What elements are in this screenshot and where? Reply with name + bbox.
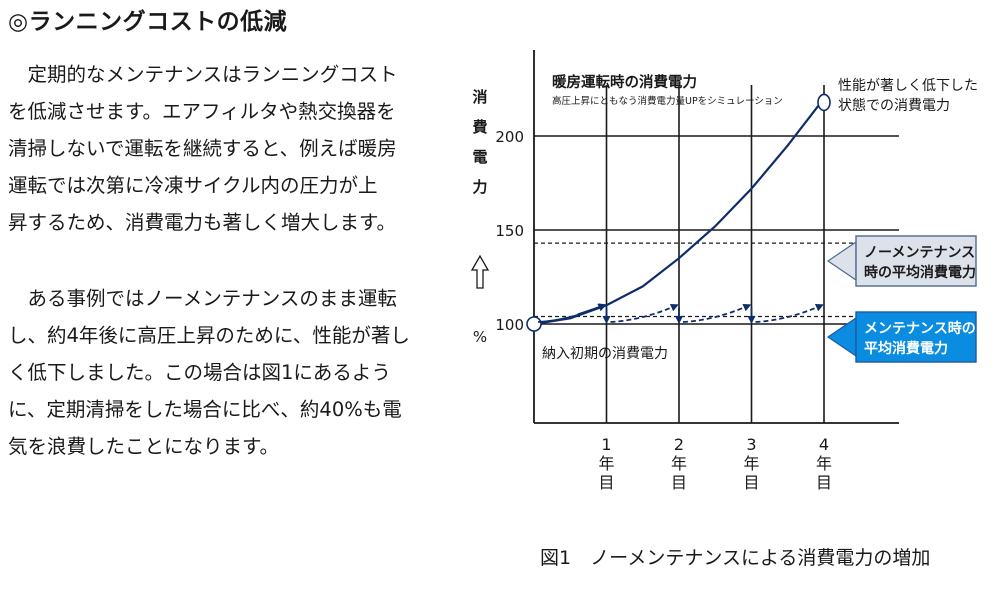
paragraph-line: 気を浪費したことになります。	[8, 435, 280, 458]
y-unit-label: %	[473, 328, 487, 346]
x-tick-label: 年	[743, 454, 759, 473]
y-axis-label-char: 電	[472, 148, 487, 166]
x-tick-label: 年	[671, 454, 687, 473]
x-tick-label: 3	[746, 435, 756, 454]
paragraph-line: し、約4年後に高圧上昇のために、性能が著し	[8, 324, 410, 347]
figure-caption: 図1 ノーメンテナンスによる消費電力の増加	[540, 547, 931, 569]
reference-line-label: 時の平均消費電力	[864, 264, 976, 281]
maintenance-segment-arrow	[610, 303, 679, 323]
annotation-degraded-power: 状態での消費電力	[838, 98, 950, 114]
maintenance-segment-arrow	[755, 303, 824, 323]
maintenance-label-box	[855, 311, 977, 363]
paragraph-line: 昇するため、消費電力も著しく増大します。	[8, 211, 397, 234]
x-tick-label: 目	[598, 473, 614, 492]
paragraph-line: 運転では次第に冷凍サイクル内の圧力が上	[8, 174, 378, 197]
reference-line-label: メンテナンス時の	[864, 320, 976, 337]
no-maintenance-pointer-icon	[826, 240, 857, 282]
x-tick-label: 目	[671, 473, 687, 492]
up-arrow-icon	[470, 254, 490, 289]
annotation-degraded-power: 性能が著しく低下した	[838, 78, 978, 94]
paragraph-line: 清掃しないで運転を継続すると、例えば暖房	[8, 137, 397, 160]
x-tick-label: 年	[598, 454, 614, 473]
section-title: ◎ランニングコストの低減	[8, 9, 288, 35]
y-axis-label-char: 消	[472, 88, 487, 106]
paragraph-2: ある事例ではノーメンテナンスのまま運転 し、約4年後に高圧上昇のために、性能が著…	[8, 280, 418, 465]
x-tick-label: 目	[816, 473, 832, 492]
x-tick-label: 年	[816, 454, 832, 473]
annotation-initial-power: 納入初期の消費電力	[542, 345, 668, 362]
reference-line-label: ノーメンテナンス	[864, 245, 975, 261]
maintenance-segment-arrow	[537, 303, 607, 323]
paragraph-line: に、定期清掃をした場合に比べ、約40%も電	[8, 398, 402, 421]
y-tick-label: 200	[495, 128, 524, 146]
maintenance-segment-arrow	[682, 303, 752, 323]
x-tick-label: 目	[743, 473, 759, 492]
paragraph-line: 定期的なメンテナンスはランニングコスト	[8, 63, 398, 86]
y-axis-label-char: 力	[472, 178, 487, 196]
power-consumption-chart: 100150200消費電力%1年目2年目3年目4年目暖房運転時の消費電力高圧上昇…	[470, 50, 978, 492]
paragraph-1: 定期的なメンテナンスはランニングコスト を低減させます。エアフィルタや熱交換器を…	[8, 56, 418, 241]
y-tick-label: 150	[495, 222, 524, 240]
y-axis-label-char: 費	[472, 118, 487, 136]
paragraph-line: ある事例ではノーメンテナンスのまま運転	[8, 287, 397, 310]
chart-subtitle: 高圧上昇にともなう消費電力量UPをシミュレーション	[552, 95, 783, 107]
paragraph-line: く低下しました。この場合は図1にあるよう	[8, 361, 391, 384]
paragraph-line: を低減させます。エアフィルタや熱交換器を	[8, 100, 396, 123]
y-tick-label: 100	[495, 316, 524, 334]
chart-title: 暖房運転時の消費電力	[552, 73, 697, 91]
x-tick-label: 4	[819, 435, 829, 454]
start-point-marker	[526, 316, 542, 332]
x-tick-label: 2	[674, 435, 684, 454]
reference-line-label: 平均消費電力	[864, 340, 948, 357]
no-maintenance-label-box	[855, 235, 977, 287]
x-tick-label: 1	[601, 435, 611, 454]
end-point-marker	[817, 93, 831, 112]
